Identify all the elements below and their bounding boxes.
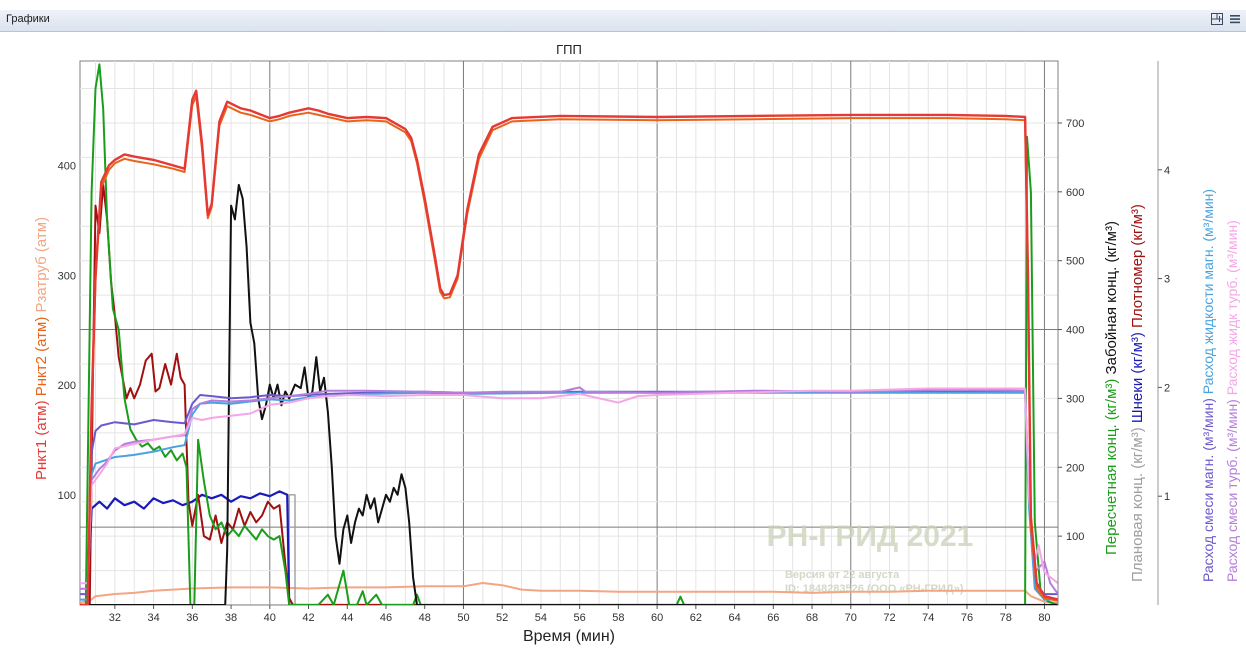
- left-tick-label: 300: [58, 270, 76, 282]
- expand-icon[interactable]: [1210, 12, 1224, 26]
- x-tick-label: 70: [845, 612, 857, 624]
- x-tick-label: 38: [225, 612, 237, 624]
- x-tick-label: 66: [767, 612, 779, 624]
- r1-tick-label: 600: [1066, 187, 1084, 199]
- x-tick-label: 34: [147, 612, 159, 624]
- window-titlebar: Графики: [0, 10, 1246, 32]
- r1-tick-label: 700: [1066, 118, 1084, 130]
- r1-tick-label: 100: [1066, 531, 1084, 543]
- r2-tick-label: 3: [1164, 274, 1170, 286]
- x-tick-label: 46: [380, 612, 392, 624]
- r1-tick-label: 400: [1066, 325, 1084, 337]
- r2-tick-label: 1: [1164, 491, 1170, 503]
- x-tick-label: 44: [341, 612, 353, 624]
- watermark-version: Версия от 22 августа: [785, 569, 900, 581]
- series-line-0: [80, 582, 1058, 604]
- left-tick-label: 100: [58, 490, 76, 502]
- x-tick-label: 72: [883, 612, 895, 624]
- x-tick-label: 50: [457, 612, 469, 624]
- r1-tick-label: 300: [1066, 393, 1084, 405]
- right-axis-1-label-b: Плановая конц. (кг/м³) Шнеки (кг/м³) Пло…: [1129, 204, 1146, 582]
- r1-tick-label: 200: [1066, 462, 1084, 474]
- right-axis-1-label-a-part: Пересчетная конц. (кг/м³): [1103, 379, 1120, 555]
- x-tick-label: 52: [496, 612, 508, 624]
- x-tick-label: 62: [690, 612, 702, 624]
- r1-tick-label: 500: [1066, 256, 1084, 268]
- chart-title: ГПП: [556, 42, 582, 57]
- x-tick-label: 68: [806, 612, 818, 624]
- x-tick-label: 32: [109, 612, 121, 624]
- right-axis-2-label-b-part: Расход жидк турб. (м³/мин): [1224, 220, 1240, 399]
- x-tick-label: 36: [186, 612, 198, 624]
- watermark-text: РН-ГРИД 2021: [767, 520, 974, 553]
- x-tick-label: 60: [651, 612, 663, 624]
- left-tick-label: 200: [58, 380, 76, 392]
- right-axis-2-label-b-part: Расход смеси турб. (м³/мин): [1224, 399, 1240, 582]
- right-axis-1-label-b-part: Плановая конц. (кг/м³): [1129, 427, 1146, 582]
- right-axis-1-label-b-part: Шнеки (кг/м³): [1129, 332, 1146, 427]
- left-axis-label-part: Рнкт1 (атм): [33, 400, 50, 480]
- series-line-5: [80, 183, 1058, 605]
- x-tick-label: 80: [1038, 612, 1050, 624]
- right-axis-2-label-a-part: Расход жидкости магн. (м³/мин): [1200, 189, 1216, 398]
- window-title: Графики: [6, 13, 50, 25]
- series-line-8: [80, 386, 1058, 595]
- top-cut-area: [0, 0, 1246, 10]
- right-axis-2-label-a-part: Расход смеси магн. (м³/мин): [1200, 398, 1216, 582]
- right-axis-2-label-a: Расход смеси магн. (м³/мин) Расход жидко…: [1200, 189, 1216, 582]
- series-line-9: [80, 387, 1058, 585]
- right-axis-1-label-b-part: Плотномер (кг/м³): [1129, 204, 1146, 332]
- x-axis-label: Время (мин): [523, 628, 615, 645]
- x-tick-label: 42: [302, 612, 314, 624]
- r2-tick-label: 4: [1164, 165, 1170, 177]
- right-axis-2-label-b: Расход смеси турб. (м³/мин) Расход жидк …: [1224, 220, 1240, 582]
- series-line-7: [80, 391, 1058, 601]
- left-axis-label-part: Рнкт2 (атм): [33, 317, 50, 401]
- right-axis-1-label-a: Пересчетная конц. (кг/м³) Забойная конц.…: [1103, 221, 1120, 555]
- titlebar-icons: [1210, 12, 1242, 26]
- series-line-10: [80, 95, 1058, 605]
- x-tick-label: 74: [922, 612, 934, 624]
- r2-tick-label: 2: [1164, 382, 1170, 394]
- series-line-11: [80, 89, 1058, 605]
- left-axis-label: Рнкт1 (атм) Рнкт2 (атм) Рзатруб (атм): [33, 217, 50, 480]
- series-line-1: [80, 494, 1058, 605]
- series-line-4: [80, 63, 1058, 605]
- plot-frame: [79, 60, 1059, 606]
- x-tick-label: 56: [574, 612, 586, 624]
- left-axis-label-part: Рзатруб (атм): [33, 217, 50, 317]
- x-tick-label: 54: [535, 612, 547, 624]
- menu-icon[interactable]: [1228, 12, 1242, 26]
- chart-area: РН-ГРИД 2021 Версия от 22 августа ID: 1848…: [0, 32, 1246, 650]
- x-tick-label: 64: [728, 612, 740, 624]
- x-tick-label: 78: [1000, 612, 1012, 624]
- left-tick-label: 400: [58, 160, 76, 172]
- right-axis-1-label-a-part: Забойная конц. (кг/м³): [1103, 221, 1120, 379]
- x-tick-label: 58: [612, 612, 624, 624]
- x-tick-label: 40: [264, 612, 276, 624]
- x-tick-label: 48: [419, 612, 431, 624]
- x-tick-label: 76: [961, 612, 973, 624]
